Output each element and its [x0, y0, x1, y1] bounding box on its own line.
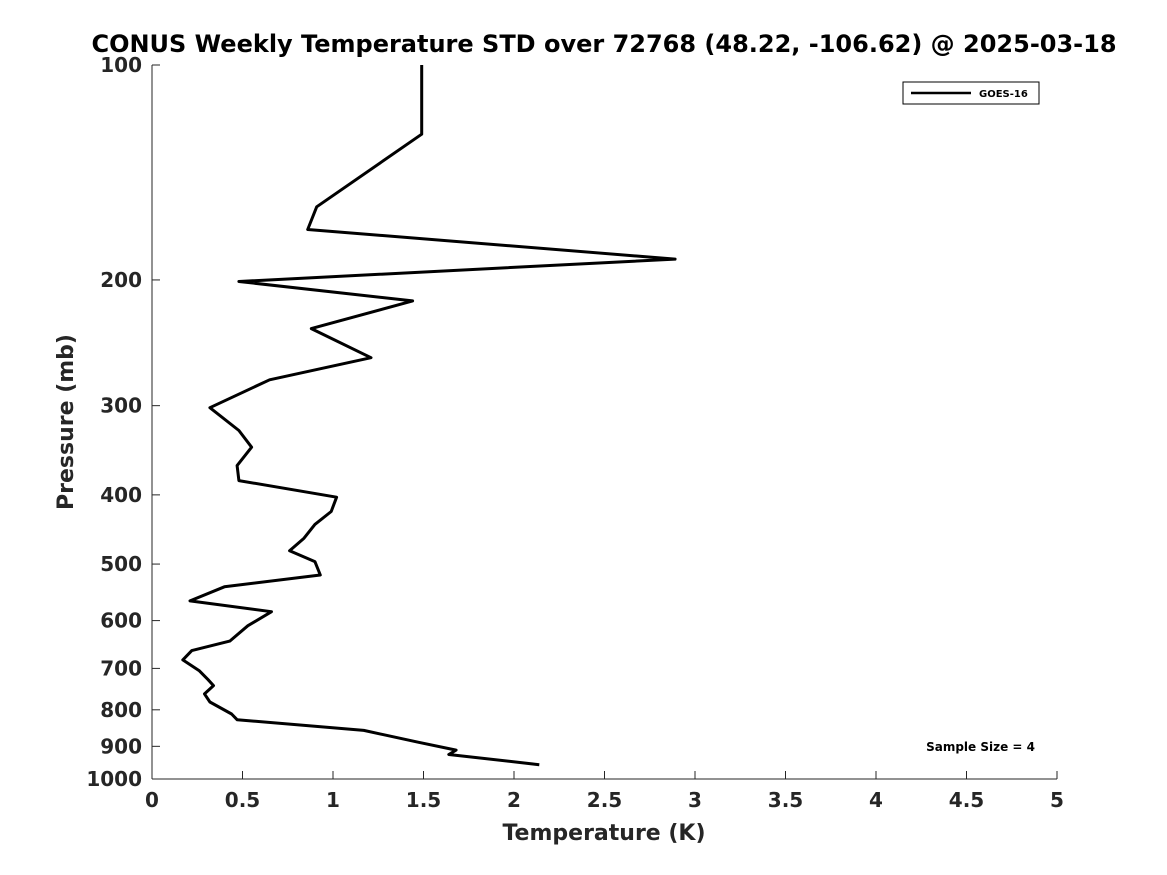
x-tick-label: 1.5	[406, 788, 441, 812]
y-ticks: 100 200 300 400 500 600 700 800 900 1000	[86, 53, 160, 791]
legend-entry: GOES-16	[979, 89, 1028, 100]
x-tick-label: 1	[326, 788, 340, 812]
series-layer	[181, 65, 677, 767]
x-axis-label: Temperature (K)	[502, 821, 705, 846]
x-tick-label: 2.5	[587, 788, 622, 812]
x-tick-label: 4.5	[949, 788, 984, 812]
y-tick-label: 200	[100, 268, 142, 292]
plot-area	[151, 65, 1057, 780]
x-ticks: 0 0.5 1 1.5 2 2.5 3 3.5 4 4.5 5	[145, 771, 1064, 812]
x-tick-label: 3.5	[768, 788, 803, 812]
chart-title: CONUS Weekly Temperature STD over 72768 …	[91, 30, 1116, 58]
x-tick-label: 4	[869, 788, 883, 812]
sample-size-annotation: Sample Size = 4	[926, 740, 1035, 754]
y-tick-label: 1000	[86, 767, 142, 791]
x-tick-label: 0.5	[225, 788, 260, 812]
x-tick-label: 3	[688, 788, 702, 812]
legend: GOES-16	[902, 81, 1040, 105]
y-tick-label: 500	[100, 552, 142, 576]
y-tick-label: 600	[100, 609, 142, 633]
y-tick-label: 900	[100, 734, 142, 758]
y-tick-label: 700	[100, 656, 142, 680]
y-tick-label: 800	[100, 698, 142, 722]
series-line-goes-16	[181, 65, 677, 767]
x-tick-label: 2	[507, 788, 521, 812]
x-tick-label: 0	[145, 788, 159, 812]
y-axis-label: Pressure (mb)	[54, 334, 79, 510]
x-tick-label: 5	[1050, 788, 1064, 812]
y-tick-label: 300	[100, 394, 142, 418]
y-tick-label: 100	[100, 53, 142, 77]
y-tick-label: 400	[100, 483, 142, 507]
